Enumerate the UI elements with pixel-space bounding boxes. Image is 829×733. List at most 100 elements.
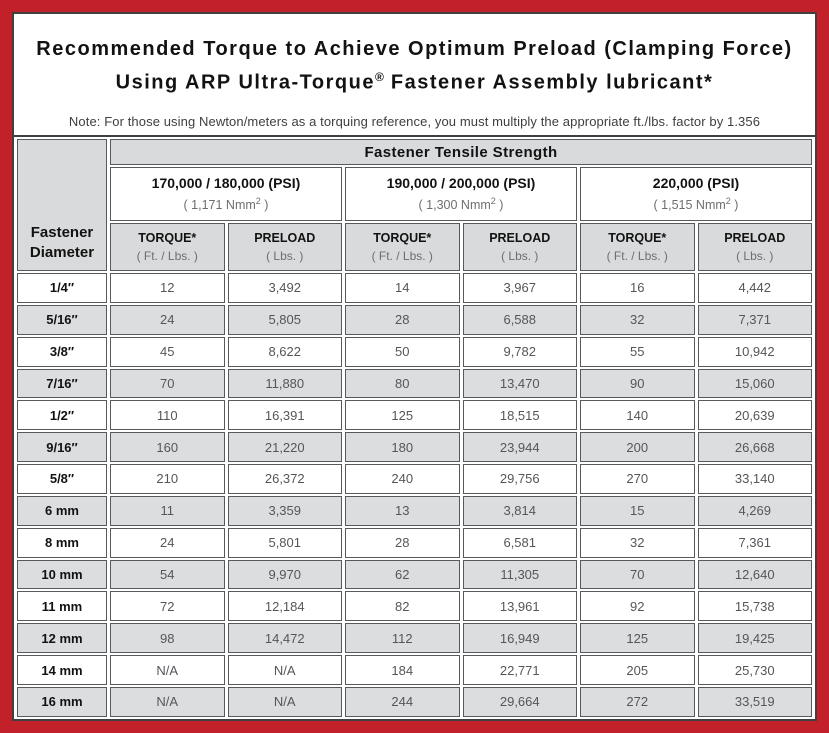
table-row: 14 mm N/A N/A 184 22,771 205 25,730 — [17, 655, 812, 685]
cell-value: 112 — [345, 623, 460, 654]
table-row: 10 mm 54 9,970 62 11,305 70 12,640 — [17, 559, 812, 590]
column-subheaders-row: TORQUE* ( Ft. / Lbs. ) PRELOAD ( Lbs. ) … — [17, 223, 812, 271]
cell-value: 7,371 — [697, 304, 812, 335]
torque-column-header-3: TORQUE* ( Ft. / Lbs. ) — [580, 223, 695, 271]
column-unit: ( Ft. / Lbs. ) — [136, 249, 198, 263]
row-diameter-label: 11 mm — [17, 591, 107, 622]
cell-value: 125 — [345, 400, 460, 431]
preload-column-header-1: PRELOAD ( Lbs. ) — [227, 223, 342, 271]
cell-value: 12,184 — [227, 591, 342, 622]
cell-value: 272 — [580, 686, 695, 717]
column-unit: ( Lbs. ) — [501, 249, 539, 263]
psi-group-header-170-180: 170,000 / 180,000 (PSI) ( 1,171 Nmm2 ) — [110, 167, 342, 221]
table-row: 1/4″ 12 3,492 14 3,967 16 4,442 — [17, 273, 812, 303]
psi-label: 220,000 (PSI) — [652, 175, 740, 192]
cell-value: 240 — [345, 464, 460, 494]
row-diameter-label: 5/16″ — [17, 304, 107, 335]
column-unit: ( Ft. / Lbs. ) — [606, 249, 668, 263]
cell-value: 4,269 — [697, 495, 812, 526]
conversion-note: Note: For those using Newton/meters as a… — [68, 113, 761, 129]
table-row: 12 mm 98 14,472 112 16,949 125 19,425 — [17, 623, 812, 654]
cell-value: 13,470 — [462, 368, 577, 399]
cell-value: 7,361 — [697, 527, 812, 558]
cell-value: 14 — [345, 273, 460, 303]
row-diameter-label: 5/8″ — [17, 464, 107, 494]
nmm-close: ) — [260, 198, 269, 213]
title-block: Recommended Torque to Achieve Optimum Pr… — [14, 14, 815, 135]
fastener-diameter-header-line1: Fastener — [30, 224, 94, 241]
table-row: 7/16″ 70 11,880 80 13,470 90 15,060 — [17, 368, 812, 399]
tensile-strength-row: Fastener Diameter Fastener Tensile Stren… — [17, 139, 812, 271]
cell-value: 50 — [345, 336, 460, 367]
cell-value: 210 — [110, 464, 225, 494]
psi-label: 170,000 / 180,000 (PSI) — [151, 175, 301, 192]
title-line2-text: Using ARP Ultra-Torque — [115, 71, 375, 94]
nmm-close: ) — [495, 198, 504, 213]
cell-value: 32 — [580, 304, 695, 335]
cell-value: N/A — [110, 655, 225, 685]
cell-value: 8,622 — [227, 336, 342, 367]
cell-value: 33,519 — [697, 686, 812, 717]
row-diameter-label: 14 mm — [17, 655, 107, 685]
cell-value: 15,738 — [697, 591, 812, 622]
table-row: 9/16″ 160 21,220 180 23,944 200 26,668 — [17, 432, 812, 463]
cell-value: 21,220 — [227, 432, 342, 463]
page-title-line1: Recommended Torque to Achieve Optimum Pr… — [36, 38, 793, 60]
cell-value: 13 — [345, 495, 460, 526]
fastener-diameter-header: Fastener Diameter — [17, 139, 107, 271]
cell-value: 29,756 — [462, 464, 577, 494]
cell-value: 16,949 — [462, 623, 577, 654]
cell-value: 22,771 — [462, 655, 577, 685]
table-row: 5/8″ 210 26,372 240 29,756 270 33,140 — [17, 464, 812, 494]
column-label: TORQUE* — [608, 231, 667, 245]
cell-value: 9,782 — [462, 336, 577, 367]
cell-value: 32 — [580, 527, 695, 558]
table-body: 1/4″ 12 3,492 14 3,967 16 4,442 5/16″ 24 5,805 28 6… — [17, 273, 812, 717]
nmm-superscript: 2 — [725, 196, 731, 207]
column-label: PRELOAD — [489, 231, 551, 245]
table-row: 5/16″ 24 5,805 28 6,588 32 7,371 — [17, 304, 812, 335]
row-diameter-label: 1/4″ — [17, 273, 107, 303]
cell-value: 28 — [345, 527, 460, 558]
cell-value: 3,359 — [227, 495, 342, 526]
cell-value: 28 — [345, 304, 460, 335]
column-unit: ( Lbs. ) — [736, 249, 774, 263]
cell-value: 16,391 — [227, 400, 342, 431]
table-row: 1/2″ 110 16,391 125 18,515 140 20,639 — [17, 400, 812, 431]
column-unit: ( Lbs. ) — [266, 249, 304, 263]
table-row: 16 mm N/A N/A 244 29,664 272 33,519 — [17, 686, 812, 717]
registered-trademark-symbol: ® — [374, 70, 384, 84]
cell-value: 45 — [110, 336, 225, 367]
cell-value: 10,942 — [697, 336, 812, 367]
row-diameter-label: 8 mm — [17, 527, 107, 558]
spec-sheet: Recommended Torque to Achieve Optimum Pr… — [12, 12, 817, 721]
cell-value: 3,814 — [462, 495, 577, 526]
cell-value: 70 — [110, 368, 225, 399]
torque-column-header-2: TORQUE* ( Ft. / Lbs. ) — [345, 223, 460, 271]
cell-value: 16 — [580, 273, 695, 303]
cell-value: 180 — [345, 432, 460, 463]
cell-value: 24 — [110, 527, 225, 558]
nmm-superscript: 2 — [255, 196, 261, 207]
cell-value: 15,060 — [697, 368, 812, 399]
page-title-line2: Using ARP Ultra-Torque® Fastener Assembl… — [14, 63, 815, 97]
psi-groups-row: 170,000 / 180,000 (PSI) ( 1,171 Nmm2 ) 1… — [17, 167, 812, 221]
psi-group-header-220: 220,000 (PSI) ( 1,515 Nmm2 ) — [580, 167, 812, 221]
cell-value: 20,639 — [697, 400, 812, 431]
cell-value: 26,668 — [697, 432, 812, 463]
cell-value: 12 — [110, 273, 225, 303]
column-label: PRELOAD — [254, 231, 316, 245]
psi-label: 190,000 / 200,000 (PSI) — [386, 175, 536, 192]
cell-value: 98 — [110, 623, 225, 654]
cell-value: 6,581 — [462, 527, 577, 558]
column-label: TORQUE* — [138, 231, 197, 245]
nmm-superscript: 2 — [490, 196, 496, 207]
column-label: PRELOAD — [724, 231, 786, 245]
cell-value: 3,967 — [462, 273, 577, 303]
row-diameter-label: 10 mm — [17, 559, 107, 590]
cell-value: 13,961 — [462, 591, 577, 622]
cell-value: 270 — [580, 464, 695, 494]
cell-value: 184 — [345, 655, 460, 685]
cell-value: 11,305 — [462, 559, 577, 590]
